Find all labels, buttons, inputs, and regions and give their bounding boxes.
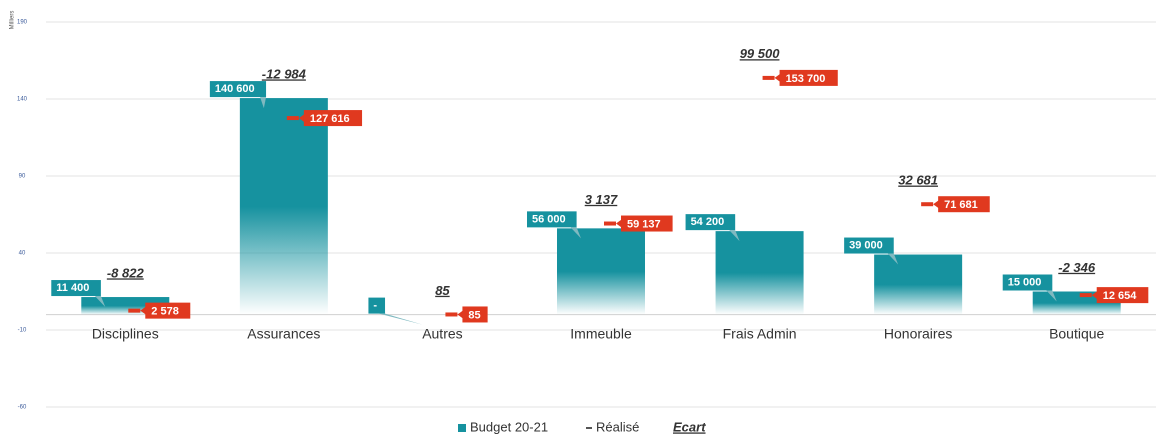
budget-label-box <box>368 297 386 314</box>
y-tick-label: 140 <box>17 97 28 103</box>
y-tick-label: 40 <box>19 251 26 257</box>
budget-label-box <box>1002 274 1053 291</box>
x-tick-label: Boutique <box>1049 326 1104 342</box>
x-tick-label: Frais Admin <box>723 326 797 342</box>
realise-value-label: 71 681 <box>944 199 978 211</box>
realise-label-box <box>303 110 363 127</box>
x-tick-label: Honoraires <box>884 326 952 342</box>
bar <box>239 98 328 315</box>
budget-label-pointer <box>94 296 106 308</box>
budget-label-pointer <box>1046 290 1057 302</box>
realise-label-box <box>462 306 488 323</box>
budget-label-box <box>209 81 267 98</box>
y-tick-label: -10 <box>18 328 27 334</box>
legend-swatch <box>586 427 592 429</box>
budget-label-box <box>844 237 894 254</box>
bar <box>715 231 804 315</box>
ecart-label: 99 500 <box>740 46 781 61</box>
budget-value-label: 11 400 <box>56 282 89 294</box>
budget-label-pointer <box>887 253 899 265</box>
realise-marker <box>1079 293 1092 298</box>
realise-label-box <box>621 215 673 232</box>
realise-marker <box>762 75 775 80</box>
realise-label-box <box>779 69 838 86</box>
ecart-label: 85 <box>435 283 450 298</box>
realise-value-label: 59 137 <box>627 218 661 230</box>
ecart-label: -8 822 <box>107 265 145 280</box>
x-tick-label: Autres <box>422 326 462 342</box>
ecart-label: 32 681 <box>898 173 938 188</box>
realise-marker <box>286 116 299 121</box>
budget-value-label: 140 600 <box>215 83 255 95</box>
realise-label-box <box>145 302 191 319</box>
legend-label: Budget 20-21 <box>470 419 548 434</box>
y-tick-label: -60 <box>18 405 27 411</box>
realise-value-label: 85 <box>468 309 480 321</box>
realise-label-box <box>938 196 990 213</box>
legend-label: Ecart <box>673 419 706 434</box>
budget-value-label: 15 000 <box>1008 276 1042 288</box>
legend-swatch <box>458 424 466 432</box>
budget-value-label: 54 200 <box>691 216 725 228</box>
ecart-label: 3 137 <box>585 192 618 207</box>
legend-label: Réalisé <box>596 419 639 434</box>
realise-value-label: 153 700 <box>786 73 826 85</box>
realise-marker <box>128 308 141 313</box>
realise-value-label: 2 578 <box>151 306 179 318</box>
realise-value-label: 12 654 <box>1103 290 1138 302</box>
realise-value-label: 127 616 <box>310 113 350 125</box>
budget-value-label: 56 000 <box>532 213 566 225</box>
budget-label-box <box>685 214 736 231</box>
y-axis-label: Milliers <box>10 11 16 30</box>
realise-label-box <box>1096 287 1149 304</box>
ecart-label: -2 346 <box>1058 260 1096 275</box>
budget-label-pointer <box>260 97 267 109</box>
x-tick-label: Assurances <box>247 326 320 342</box>
realise-marker <box>445 312 458 317</box>
x-tick-label: Disciplines <box>92 326 159 342</box>
budget-label-pointer <box>570 227 581 239</box>
realise-marker <box>604 221 616 226</box>
bar <box>874 254 963 315</box>
budget-label-pointer <box>729 230 740 242</box>
y-tick-label: 90 <box>19 174 26 180</box>
ecart-label: -12 984 <box>262 66 307 81</box>
y-tick-label: 190 <box>17 20 28 26</box>
budget-label-box <box>527 211 577 228</box>
x-tick-label: Immeuble <box>570 326 632 342</box>
budget-value-label: 39 000 <box>849 239 883 251</box>
budget-value-label: - <box>373 300 377 312</box>
budget-label-pointer <box>379 313 423 325</box>
realise-marker <box>921 202 934 207</box>
budget-label-box <box>51 280 101 297</box>
bar <box>557 228 645 315</box>
